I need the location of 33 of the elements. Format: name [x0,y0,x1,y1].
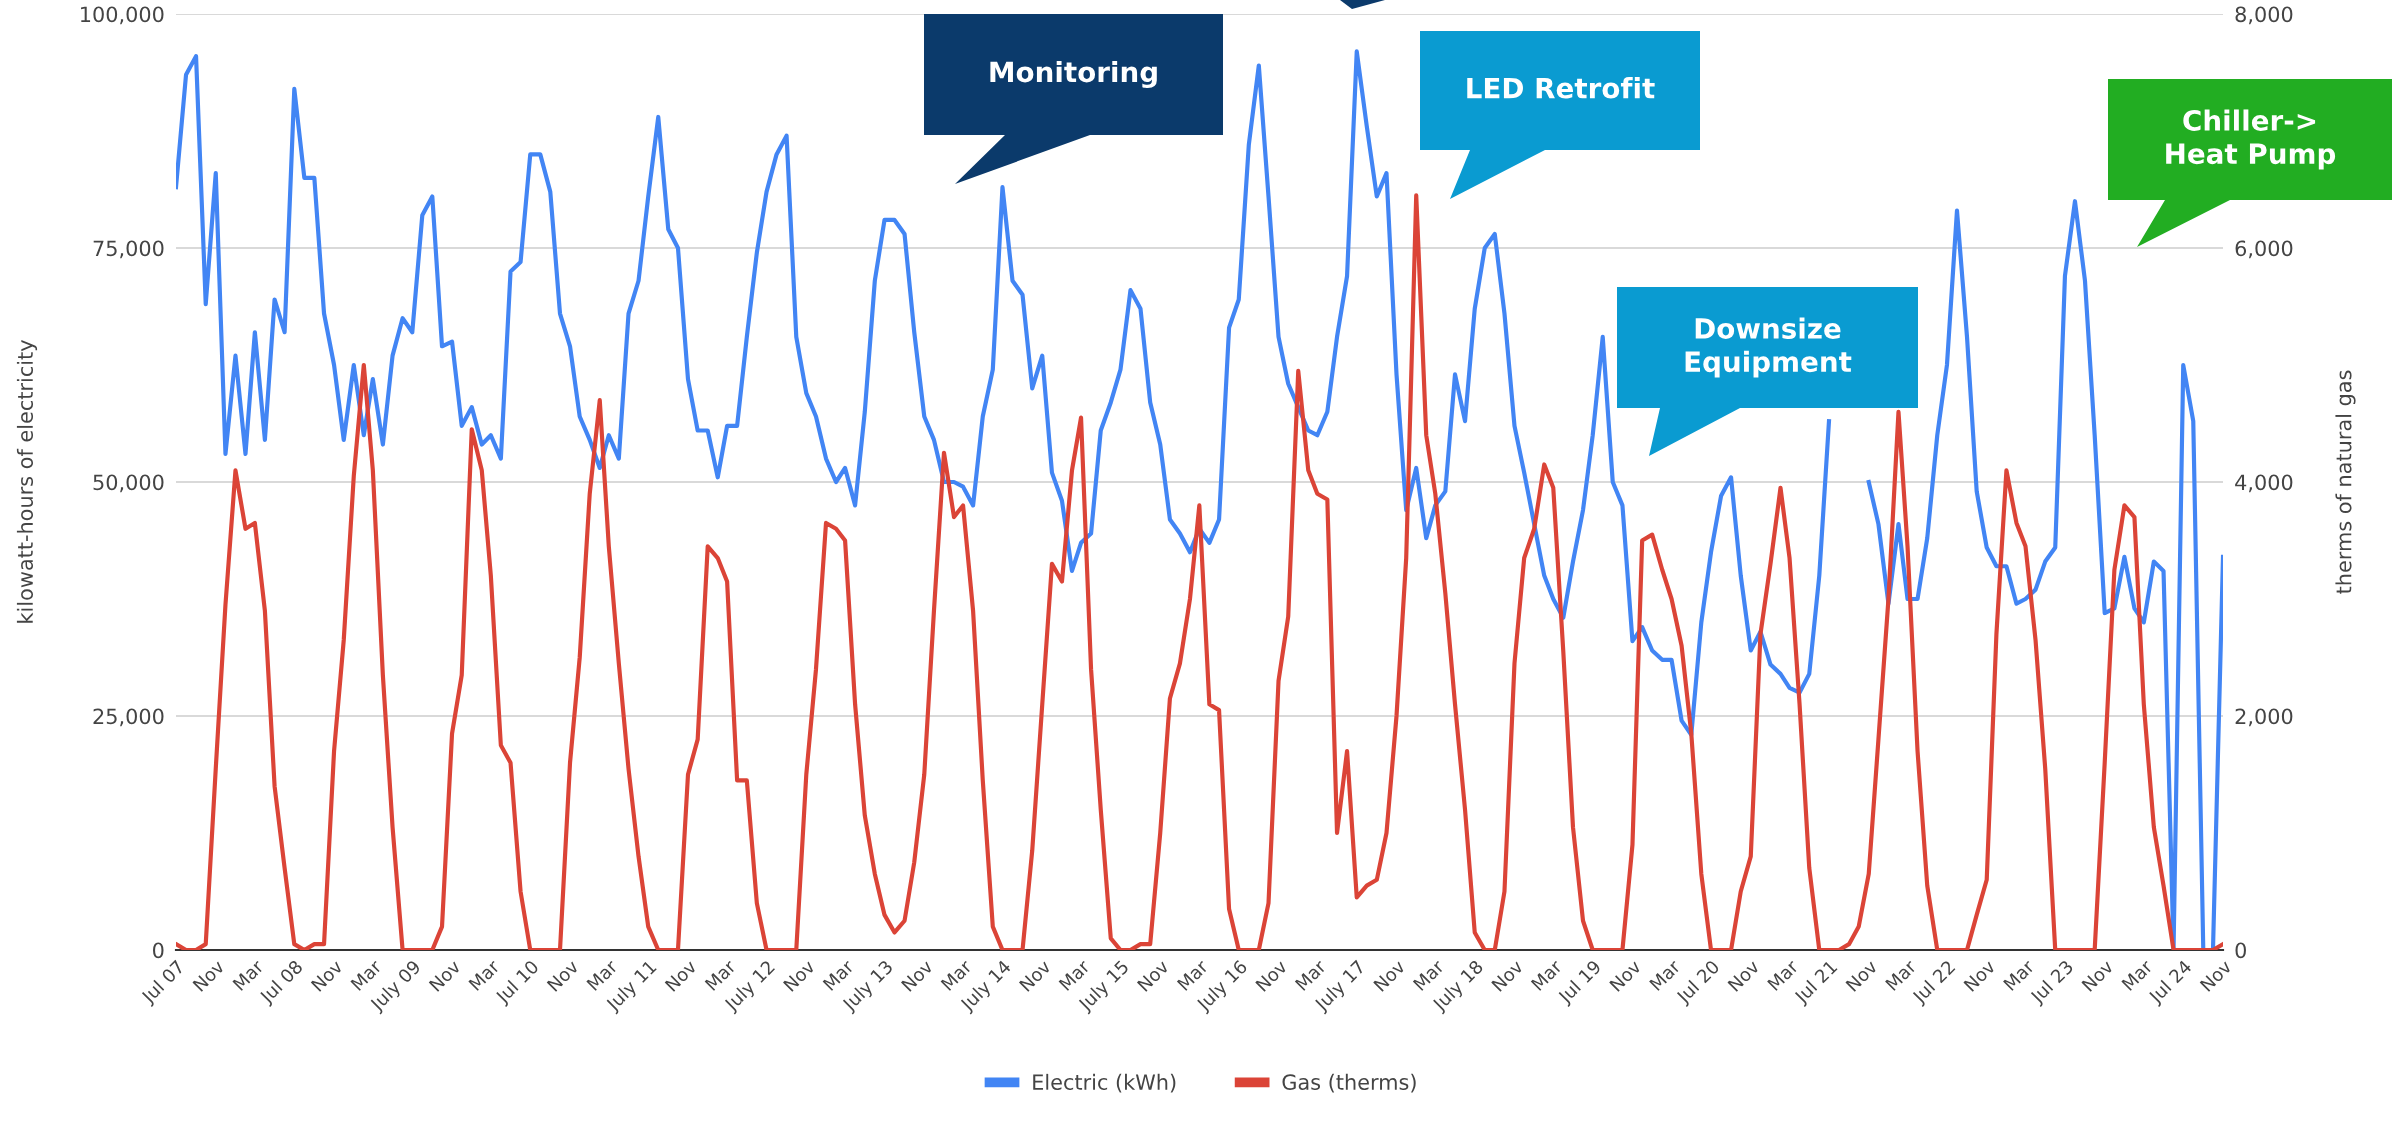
annotation: Downsize Equipment [1685,317,1852,378]
x-tick-label: Mar [468,958,501,992]
y-tick-label: 0 [153,942,164,959]
line-series [176,193,2223,950]
y-tick-label: 100,000 [81,6,164,25]
x-tick-label: Nov [1727,959,1761,992]
x-tick-label: Mar [232,958,265,992]
x-tick-label: Mar [1885,958,1918,992]
y2-tick-label: 4,000 [2235,474,2293,493]
y2-tick-label: 0 [2235,942,2246,959]
x-tick-label: Mar [2003,958,2036,992]
x-tick-label: Mar [1530,958,1564,992]
x-tick-label: Mar [1649,958,1682,992]
legend-label: Electric (kWh) [1033,1073,1176,1093]
y-axis-title: kilowatt-hours of electricity [16,340,38,623]
y2-tick-label: 8,000 [2235,6,2293,25]
x-tick-label: Jul 07 [139,959,188,1007]
x-tick-label: Nov [192,959,226,992]
annotation: Chiller-> Heat Pump [2166,109,2336,170]
y-tick-label: 25,000 [93,708,164,727]
x-tick-label: Mar [1767,958,1800,992]
x-tick-label: Nov [1845,959,1879,992]
x-tick-label: Nov [2081,959,2115,992]
legend-label: Gas (therms) [1282,1073,1416,1093]
y-tick-label: 75,000 [93,240,164,259]
y2-axis-title: therms of natural gas [2335,370,2356,594]
y2-tick-label: 2,000 [2235,708,2293,727]
annotation: Monitoring [990,60,1157,89]
y2-tick-label: 6,000 [2235,240,2293,259]
x-tick-label: Nov [1963,959,1997,992]
y-tick-label: 50,000 [93,474,164,493]
x-tick-label: Mar [2121,958,2154,992]
annotation: LED Retrofit [1467,77,1655,99]
